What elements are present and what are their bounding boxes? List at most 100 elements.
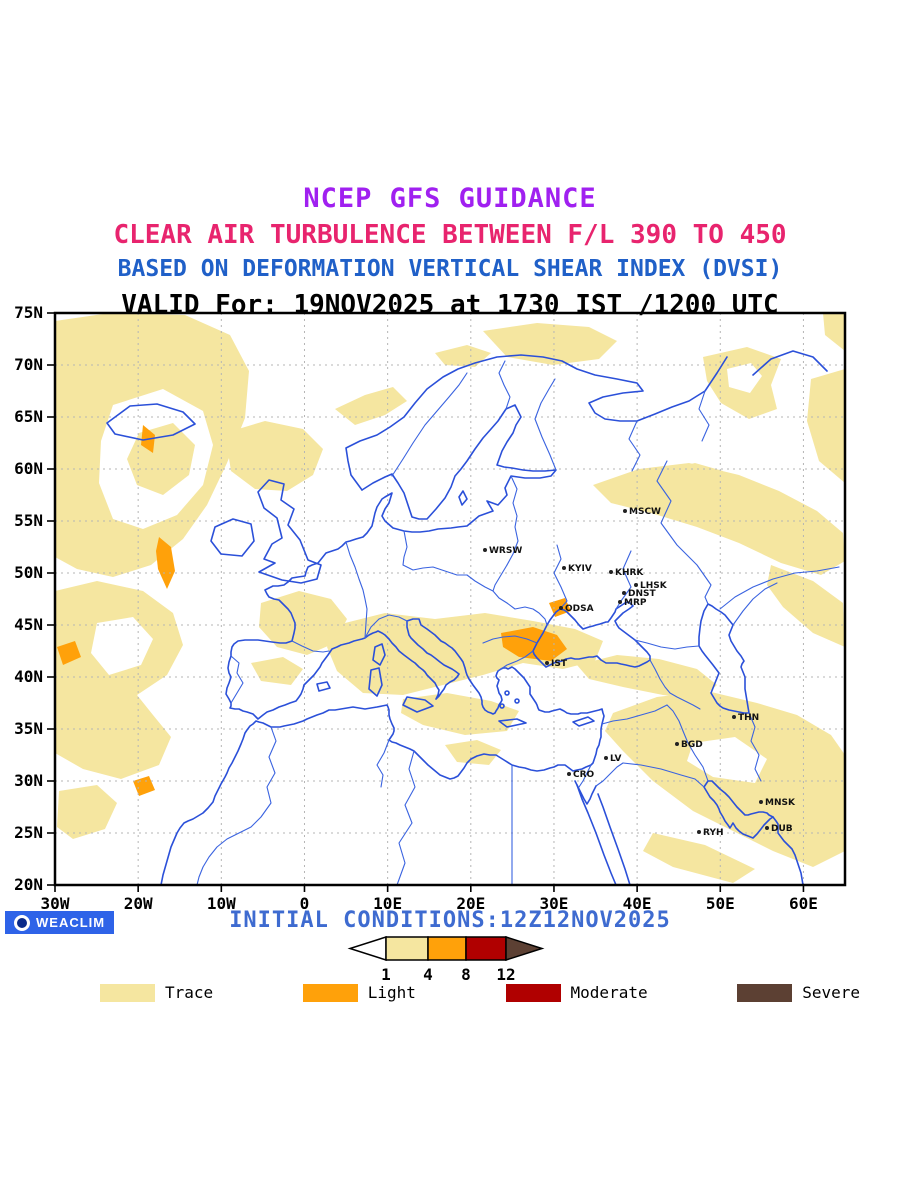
- lon-tick-label: 60E: [789, 894, 818, 913]
- coastlines-shape: [106, 403, 196, 441]
- initial-conditions-text: INITIAL CONDITIONS:12Z12NOV2025: [229, 908, 671, 933]
- title-valid-time: VALID For: 19NOV2025 at 1730 IST /1200 U…: [121, 290, 779, 320]
- coastlines-shape: [532, 601, 651, 668]
- turbulence-shaded-areas-shape: [156, 537, 175, 589]
- coastlines-shape: [458, 490, 468, 506]
- turbulence-shaded-areas-shape: [605, 691, 845, 867]
- country-borders-shape: [482, 635, 538, 644]
- country-borders-shape: [748, 712, 762, 782]
- city-marker: [732, 715, 736, 719]
- country-borders-shape: [364, 614, 408, 639]
- country-borders-shape: [492, 564, 548, 626]
- city-label: DUB: [771, 824, 793, 834]
- country-borders-shape: [396, 750, 416, 886]
- lat-tick-label: 30N: [14, 771, 43, 790]
- lon-tick-label: 30W: [41, 894, 70, 913]
- turbulence-shaded-areas-shape: [435, 345, 491, 367]
- lat-tick-label: 20N: [14, 875, 43, 894]
- coastlines-shape: [576, 784, 617, 886]
- coastlines-shape: [597, 793, 631, 886]
- country-borders-shape: [649, 659, 701, 710]
- country-borders-shape: [345, 541, 368, 639]
- scale-cell: [385, 936, 429, 961]
- country-borders-shape: [698, 390, 710, 442]
- legend-label: Light: [367, 983, 416, 1002]
- legend-swatch-severe: [737, 983, 793, 1002]
- country-borders-shape: [402, 564, 468, 576]
- coastlines-shape: [499, 703, 505, 709]
- turbulence-shaded-areas-shape: [643, 833, 755, 883]
- legend-item-moderate: Moderate: [505, 983, 648, 1002]
- country-borders-shape: [291, 640, 330, 653]
- country-borders-shape: [719, 566, 840, 610]
- city-marker: [634, 583, 638, 587]
- turbulence-shaded-areas-shape: [55, 581, 183, 779]
- coastlines-shape: [316, 681, 331, 692]
- city-label: MSCW: [629, 507, 661, 517]
- country-borders-shape: [628, 420, 641, 472]
- lon-tick-label: 30E: [540, 894, 569, 913]
- scale-value: 1: [381, 965, 391, 984]
- title-model: NCEP GFS GUIDANCE: [303, 183, 597, 214]
- scale-cell: [427, 936, 467, 961]
- city-label: MNSK: [765, 798, 796, 808]
- city-marker: [618, 600, 622, 604]
- country-borders-shape: [196, 726, 277, 886]
- lat-tick-label: 55N: [14, 511, 43, 530]
- coastlines-shape: [752, 350, 828, 376]
- country-borders-shape: [534, 378, 557, 471]
- lon-tick-label: 20E: [456, 894, 485, 913]
- turbulence-shaded-areas-shape: [133, 776, 155, 796]
- lon-tick-label: 0: [300, 894, 310, 913]
- legend-item-light: Light: [302, 983, 416, 1002]
- legend-swatch-moderate: [505, 983, 561, 1002]
- scale-right-tip: [505, 935, 545, 962]
- city-marker: [759, 800, 763, 804]
- turbulence-shaded-areas-shape: [225, 421, 323, 491]
- scale-value: 4: [423, 965, 433, 984]
- turbulence-shaded-areas-shape: [483, 323, 617, 365]
- turbulence-shaded-areas-shape: [57, 785, 117, 839]
- turbulence-shaded-areas: [55, 313, 845, 883]
- country-borders-shape: [578, 764, 592, 788]
- legend-label: Moderate: [570, 983, 648, 1002]
- turbulence-shaded-areas-shape: [445, 740, 501, 765]
- city-marker: [545, 661, 549, 665]
- scale-value: 8: [461, 965, 471, 984]
- title-method: BASED ON DEFORMATION VERTICAL SHEAR INDE…: [117, 256, 783, 282]
- turbulence-shaded-areas-shape: [767, 565, 845, 647]
- city-label: CRO: [573, 770, 595, 780]
- city-label: ODSA: [565, 604, 594, 614]
- city-marker: [562, 566, 566, 570]
- turbulence-shaded-areas-shape: [727, 363, 762, 393]
- legend-row: Trace Light Moderate Severe: [100, 983, 860, 1002]
- country-borders-shape: [391, 372, 468, 477]
- country-borders-shape: [656, 460, 712, 605]
- city-marker: [609, 570, 613, 574]
- legend-swatch-trace: [100, 983, 155, 1002]
- city-marker: [604, 756, 608, 760]
- city-marker: [697, 830, 701, 834]
- weaclim-label: WEACLIM: [36, 915, 106, 930]
- city-label: MRP: [624, 598, 647, 608]
- lon-tick-label: 10W: [207, 894, 236, 913]
- weaclim-logo[interactable]: WEACLIM: [5, 911, 115, 934]
- lat-tick-label: 40N: [14, 667, 43, 686]
- country-borders-shape: [601, 704, 668, 725]
- turbulence-shaded-areas-shape: [91, 617, 153, 675]
- coastlines-shape: [698, 603, 750, 714]
- coastlines-shape: [345, 354, 728, 491]
- legend-item-severe: Severe: [737, 983, 860, 1002]
- country-borders-shape: [553, 544, 568, 610]
- coastlines: [106, 350, 828, 886]
- turbulence-shaded-areas-shape: [823, 313, 845, 351]
- country-borders-shape: [506, 475, 519, 566]
- country-borders-shape: [466, 574, 494, 592]
- lat-tick-label: 25N: [14, 823, 43, 842]
- coastlines-shape: [707, 780, 774, 818]
- turbulence-shaded-areas-shape: [807, 369, 845, 483]
